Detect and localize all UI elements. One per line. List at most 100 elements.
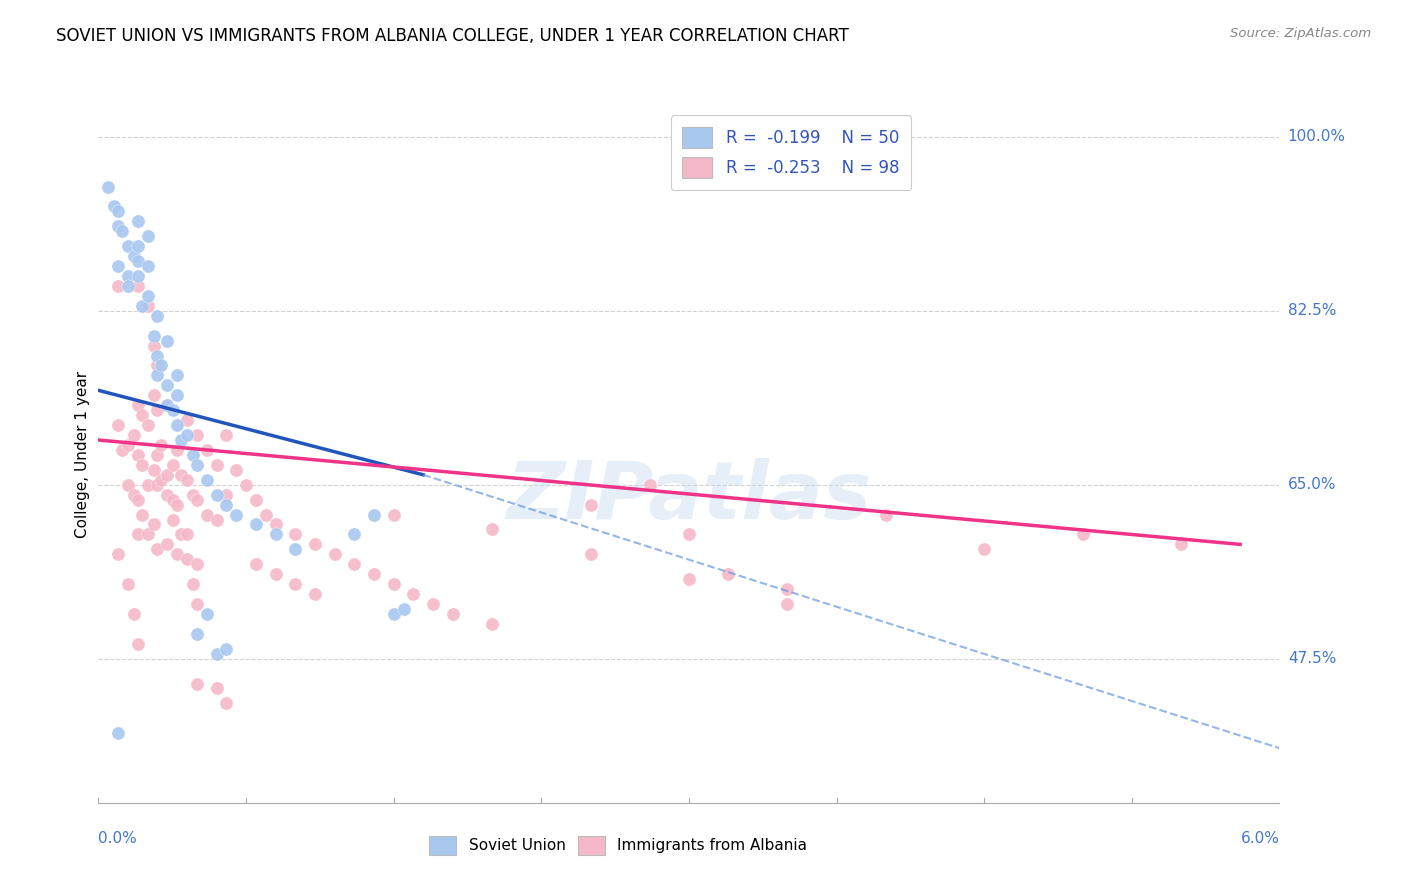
- Point: [142, 338, 165, 352]
- Text: 100.0%: 100.0%: [1288, 129, 1346, 145]
- Point: [215, 641, 238, 656]
- Point: [127, 214, 149, 228]
- Point: [176, 473, 198, 487]
- Point: [131, 458, 153, 472]
- Point: [402, 587, 425, 601]
- Point: [136, 527, 159, 541]
- Point: [166, 547, 188, 561]
- Point: [225, 508, 247, 522]
- Point: [1071, 527, 1094, 541]
- Point: [875, 508, 897, 522]
- Point: [973, 542, 995, 557]
- Point: [205, 681, 228, 696]
- Point: [136, 477, 159, 491]
- Point: [363, 508, 385, 522]
- Point: [382, 508, 405, 522]
- Point: [142, 517, 165, 532]
- Point: [107, 204, 129, 219]
- Point: [136, 289, 159, 303]
- Point: [215, 697, 238, 711]
- Point: [156, 488, 179, 502]
- Point: [156, 398, 179, 412]
- Point: [117, 577, 139, 591]
- Point: [245, 517, 267, 532]
- Point: [170, 467, 193, 482]
- Text: ZIPatlas: ZIPatlas: [506, 458, 872, 536]
- Point: [117, 268, 139, 283]
- Point: [176, 413, 198, 427]
- Point: [146, 359, 169, 373]
- Point: [186, 458, 208, 472]
- Point: [284, 542, 307, 557]
- Point: [181, 448, 204, 462]
- Point: [131, 299, 153, 313]
- Text: 6.0%: 6.0%: [1240, 830, 1279, 846]
- Point: [392, 602, 415, 616]
- Point: [264, 527, 287, 541]
- Point: [122, 249, 145, 263]
- Point: [146, 542, 169, 557]
- Point: [717, 567, 740, 582]
- Point: [117, 438, 139, 452]
- Point: [186, 627, 208, 641]
- Point: [186, 597, 208, 611]
- Point: [107, 726, 129, 740]
- Point: [225, 463, 247, 477]
- Point: [195, 442, 218, 457]
- Legend: Soviet Union, Immigrants from Albania: Soviet Union, Immigrants from Albania: [423, 830, 814, 862]
- Point: [127, 492, 149, 507]
- Point: [117, 477, 139, 491]
- Text: 82.5%: 82.5%: [1288, 303, 1336, 318]
- Point: [150, 473, 173, 487]
- Point: [107, 219, 129, 234]
- Point: [205, 647, 228, 661]
- Point: [215, 488, 238, 502]
- Point: [136, 418, 159, 433]
- Point: [181, 577, 204, 591]
- Text: SOVIET UNION VS IMMIGRANTS FROM ALBANIA COLLEGE, UNDER 1 YEAR CORRELATION CHART: SOVIET UNION VS IMMIGRANTS FROM ALBANIA …: [56, 27, 849, 45]
- Point: [181, 488, 204, 502]
- Point: [579, 547, 602, 561]
- Point: [195, 508, 218, 522]
- Point: [142, 463, 165, 477]
- Point: [127, 239, 149, 253]
- Point: [205, 458, 228, 472]
- Point: [117, 239, 139, 253]
- Point: [156, 378, 179, 392]
- Point: [127, 254, 149, 268]
- Point: [127, 527, 149, 541]
- Point: [122, 428, 145, 442]
- Point: [156, 398, 179, 412]
- Point: [162, 458, 184, 472]
- Point: [127, 637, 149, 651]
- Point: [205, 512, 228, 526]
- Point: [122, 607, 145, 621]
- Point: [166, 368, 188, 383]
- Text: Source: ZipAtlas.com: Source: ZipAtlas.com: [1230, 27, 1371, 40]
- Point: [245, 558, 267, 572]
- Point: [170, 433, 193, 447]
- Point: [166, 388, 188, 402]
- Point: [304, 537, 326, 551]
- Point: [146, 349, 169, 363]
- Point: [107, 547, 129, 561]
- Point: [186, 428, 208, 442]
- Point: [136, 299, 159, 313]
- Point: [195, 473, 218, 487]
- Point: [176, 552, 198, 566]
- Point: [146, 309, 169, 323]
- Point: [284, 577, 307, 591]
- Point: [481, 616, 503, 631]
- Point: [422, 597, 444, 611]
- Point: [382, 577, 405, 591]
- Point: [127, 268, 149, 283]
- Point: [254, 508, 277, 522]
- Point: [678, 527, 700, 541]
- Point: [343, 527, 366, 541]
- Point: [117, 279, 139, 293]
- Point: [776, 597, 799, 611]
- Point: [146, 403, 169, 417]
- Point: [162, 403, 184, 417]
- Text: 65.0%: 65.0%: [1288, 477, 1336, 492]
- Text: 47.5%: 47.5%: [1288, 651, 1336, 666]
